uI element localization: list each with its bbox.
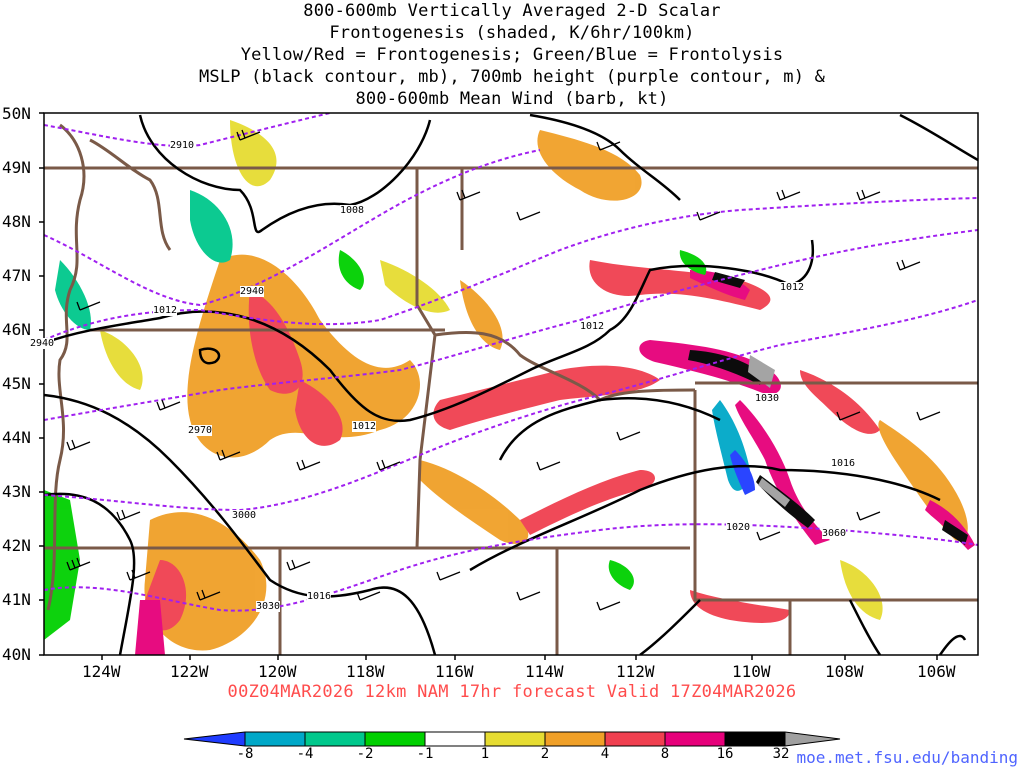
height-label: 2970 [188,425,213,436]
lon-label: 114W [525,662,564,681]
lat-label: 42N [2,536,31,555]
lat-label: 44N [2,428,31,447]
mslp-contours [44,113,978,655]
lat-label: 40N [2,645,31,664]
credit-link[interactable]: moe.met.fsu.edu/banding [796,748,1018,767]
colorbar-label: -8 [236,746,254,762]
title-line-3: Yellow/Red = Frontogenesis; Green/Blue =… [240,45,784,65]
colorbar-label: -4 [296,746,314,762]
lat-label: 47N [2,266,31,285]
height-label: 2940 [240,286,265,297]
mslp-label: 1012 [780,282,805,293]
title-line-2: Frontogenesis (shaded, K/6hr/100km) [329,23,695,43]
mslp-label: 1020 [726,522,751,533]
wind-barbs [66,129,941,611]
colorbar [183,731,841,747]
colorbar-swatch-3 [305,732,365,746]
height-label: 3030 [256,601,281,612]
lon-label: 124W [82,662,121,681]
title-line-4: MSLP (black contour, mb), 700mb height (… [198,67,826,87]
colorbar-swatch-5 [425,732,485,746]
lon-label: 106W [917,662,956,681]
lon-label: 122W [170,662,209,681]
valid-time-text: 00Z04MAR2026 12km NAM 17hr forecast Vali… [227,682,797,702]
mslp-label: 1008 [340,205,365,216]
colorbar-label: 2 [540,746,550,762]
colorbar-label: 32 [772,746,790,762]
lat-label: 41N [2,590,31,609]
political-borders [44,123,978,655]
height-label: 3000 [232,510,257,521]
mslp-label: 1012 [580,321,605,332]
height-label: 2910 [170,140,195,151]
mslp-label: 1016 [307,591,332,602]
colorbar-swatch-4 [365,732,425,746]
colorbar-swatch-10 [725,732,785,746]
lon-label: 108W [825,662,864,681]
colorbar-label: -2 [356,746,374,762]
colorbar-swatch-1 [184,732,245,746]
colorbar-label: 8 [660,746,670,762]
lat-label: 45N [2,374,31,393]
colorbar-swatch-9 [665,732,725,746]
mslp-label: 1030 [755,393,780,404]
title-line-1: 800-600mb Vertically Averaged 2-D Scalar [303,1,721,21]
lat-label: 49N [2,158,31,177]
lat-label: 48N [2,212,31,231]
colorbar-swatch-11 [785,732,840,746]
mslp-label: 1012 [153,305,178,316]
axis-ticks [39,112,938,660]
lon-label: 120W [258,662,297,681]
lat-label: 50N [2,104,31,123]
lon-label: 110W [732,662,771,681]
colorbar-label: 16 [716,746,734,762]
lat-label: 43N [2,482,31,501]
colorbar-label: -1 [416,746,434,762]
mslp-label: 1012 [352,421,377,432]
lon-label: 116W [435,662,474,681]
lat-label: 46N [2,320,31,339]
colorbar-label: 4 [600,746,610,762]
title-line-5: 800-600mb Mean Wind (barb, kt) [355,89,669,109]
colorbar-swatch-2 [245,732,305,746]
mslp-label: 1016 [831,458,856,469]
colorbar-label: 1 [480,746,490,762]
colorbar-swatch-8 [605,732,665,746]
height-label: 2940 [30,338,55,349]
colorbar-swatch-7 [545,732,605,746]
lon-label: 118W [346,662,385,681]
height-label: 3060 [822,528,847,539]
lon-label: 112W [616,662,655,681]
colorbar-swatch-6 [485,732,545,746]
